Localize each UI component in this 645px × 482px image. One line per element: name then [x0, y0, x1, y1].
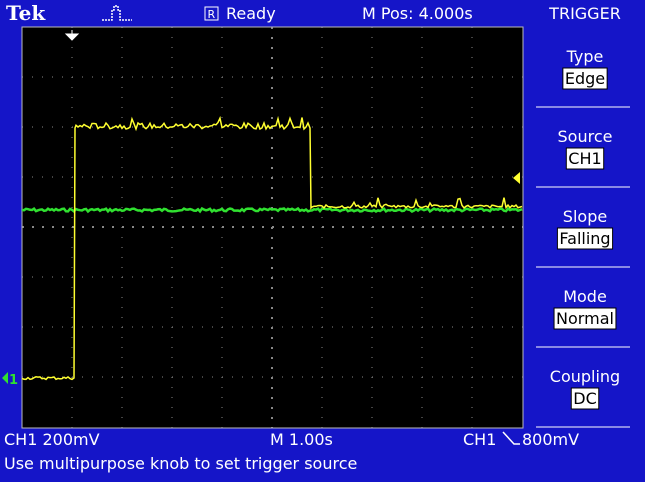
ch1-trace — [21, 115, 523, 381]
trigger-level: 800mV — [522, 430, 579, 449]
run-icon — [204, 6, 219, 21]
status-message: Use multipurpose knob to set trigger sou… — [4, 454, 357, 473]
menu-value-box[interactable] — [562, 67, 608, 90]
graticule-border — [21, 26, 524, 429]
menu-label[interactable]: Coupling — [550, 367, 620, 386]
grid — [21, 26, 524, 429]
trigger-level-marker — [513, 172, 520, 184]
menu-value-box[interactable] — [570, 387, 600, 410]
traces — [21, 115, 523, 381]
trigger-source: CH1 — [463, 430, 496, 449]
menu-value[interactable]: CH1 — [568, 149, 601, 168]
menu-value-box[interactable] — [553, 307, 617, 330]
status: Ready — [226, 4, 276, 23]
menu-label[interactable]: Slope — [563, 207, 607, 226]
menu-value[interactable]: Falling — [559, 229, 610, 248]
menu-value[interactable]: DC — [573, 389, 597, 408]
menu-value[interactable]: Edge — [565, 69, 605, 88]
menu-label[interactable]: Type — [566, 47, 604, 66]
slope-symbol — [502, 431, 520, 445]
trigger-position-marker — [64, 30, 80, 41]
channel-scale: CH1 200mV — [4, 430, 100, 449]
horizontal-position: M Pos: 4.000s — [362, 4, 473, 23]
menu-value-box[interactable] — [556, 227, 614, 250]
menu-label[interactable]: Source — [558, 127, 613, 146]
timebase: M 1.00s — [270, 430, 333, 449]
menu: Type Edge Source CH1 Slope Falling Mode Normal C… — [536, 47, 630, 428]
logo: Tek — [6, 1, 46, 25]
run-icon-letter: R — [208, 8, 216, 21]
menu-title: TRIGGER — [548, 4, 621, 23]
acquisition-icon — [102, 5, 132, 21]
ch2-trace — [21, 206, 523, 214]
menu-value[interactable]: Normal — [556, 309, 614, 328]
menu-value-box[interactable] — [565, 147, 605, 170]
menu-label[interactable]: Mode — [563, 287, 607, 306]
ground-marker-label: 1 — [9, 373, 18, 388]
ground-marker — [2, 372, 8, 384]
